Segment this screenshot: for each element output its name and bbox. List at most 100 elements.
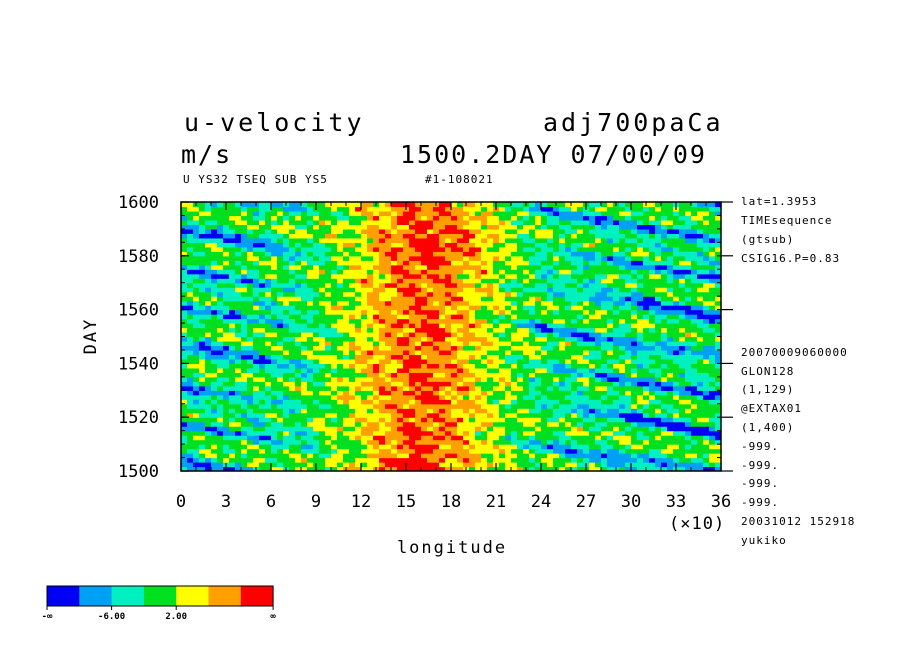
- colorbar-swatch: [47, 586, 80, 606]
- heatmap-cell: [673, 287, 686, 293]
- heatmap-cell: [289, 228, 296, 234]
- heatmap-cell: [241, 278, 254, 284]
- heatmap-cell: [379, 399, 410, 405]
- heatmap-cell: [391, 417, 398, 423]
- heatmap-cell: [361, 327, 368, 333]
- heatmap-cell: [409, 237, 440, 243]
- heatmap-cell: [223, 224, 230, 230]
- heatmap-cell: [205, 264, 212, 270]
- heatmap-cell: [631, 210, 644, 217]
- heatmap-cell: [199, 412, 224, 418]
- heatmap-cell: [619, 394, 632, 400]
- heatmap-cell: [529, 309, 536, 315]
- heatmap-cell: [535, 394, 542, 400]
- heatmap-cell: [217, 336, 242, 342]
- heatmap-cell: [367, 278, 374, 284]
- heatmap-cell: [301, 246, 332, 252]
- heatmap-cell: [517, 224, 524, 230]
- heatmap-cell: [391, 412, 404, 418]
- info-line: -999.: [741, 459, 780, 472]
- heatmap-cell: [211, 228, 218, 234]
- heatmap-cell: [493, 305, 500, 311]
- heatmap-cell: [703, 390, 710, 396]
- heatmap-cell: [367, 349, 374, 356]
- heatmap-cell: [325, 251, 344, 257]
- heatmap-cell: [517, 376, 524, 382]
- heatmap-cell: [235, 282, 248, 288]
- heatmap-cell: [661, 354, 704, 360]
- heatmap-cell: [667, 224, 674, 230]
- heatmap-cell: [289, 237, 308, 243]
- heatmap-cell: [499, 215, 512, 221]
- heatmap-cell: [457, 363, 464, 369]
- heatmap-cell: [577, 403, 590, 409]
- heatmap-cell: [325, 340, 332, 347]
- heatmap-cell: [427, 426, 434, 432]
- heatmap-cell: [181, 367, 200, 373]
- heatmap-cell: [187, 403, 212, 409]
- heatmap-cell: [277, 314, 290, 320]
- heatmap-cell: [355, 394, 362, 400]
- heatmap-cell: [355, 417, 368, 423]
- heatmap-cell: [589, 385, 596, 391]
- heatmap-cell: [253, 251, 266, 257]
- heatmap-cell: [223, 444, 230, 450]
- heatmap-cell: [685, 300, 704, 306]
- heatmap-cell: [601, 394, 608, 400]
- heatmap-cell: [247, 264, 272, 270]
- heatmap-cell: [643, 237, 662, 243]
- heatmap-cell: [283, 242, 290, 248]
- info-line: CSIG16.P=0.83: [741, 252, 841, 265]
- heatmap-cell: [385, 323, 392, 329]
- heatmap-cell: [373, 403, 386, 409]
- heatmap-cell: [475, 385, 482, 391]
- heatmap-cell: [415, 323, 422, 329]
- heatmap-cell: [367, 224, 380, 230]
- heatmap-cell: [583, 215, 590, 221]
- heatmap-cell: [337, 269, 344, 275]
- heatmap-cell: [511, 202, 524, 208]
- heatmap-cell: [277, 448, 284, 454]
- heatmap-cell: [181, 430, 206, 436]
- heatmap-cell: [211, 332, 224, 338]
- heatmap-cell: [409, 417, 416, 423]
- heatmap-cell: [433, 278, 452, 284]
- heatmap-cell: [331, 219, 338, 226]
- heatmap-cell: [487, 336, 500, 342]
- heatmap-cell: [553, 412, 566, 418]
- x-tick-label: 27: [576, 492, 596, 512]
- heatmap-cell: [661, 462, 668, 468]
- heatmap-cell: [469, 340, 482, 347]
- heatmap-cell: [313, 287, 320, 293]
- heatmap-cell: [421, 417, 428, 423]
- heatmap-cell: [571, 340, 578, 347]
- heatmap-cell: [541, 246, 554, 252]
- heatmap-cell: [589, 300, 596, 306]
- heatmap-cell: [427, 215, 434, 221]
- heatmap-cell: [607, 376, 620, 382]
- heatmap-cell: [667, 327, 680, 333]
- info-line: -999.: [741, 477, 780, 490]
- heatmap-cell: [307, 462, 314, 468]
- heatmap-cell: [319, 273, 332, 279]
- heatmap-cell: [289, 376, 296, 382]
- heatmap-cell: [475, 372, 512, 378]
- heatmap-cell: [463, 287, 476, 293]
- heatmap-cell: [595, 376, 602, 382]
- heatmap-cell: [181, 336, 188, 342]
- heatmap-cell: [283, 340, 296, 347]
- heatmap-cell: [229, 408, 236, 414]
- heatmap-cell: [397, 210, 404, 217]
- heatmap-cell: [235, 448, 242, 454]
- heatmap-cell: [361, 242, 368, 248]
- heatmap-cell: [625, 332, 638, 338]
- heatmap-cell: [385, 237, 410, 243]
- heatmap-cell: [511, 300, 518, 306]
- heatmap-cell: [607, 309, 614, 315]
- heatmap-cell: [205, 358, 212, 364]
- heatmap-cell: [481, 457, 488, 463]
- heatmap-cell: [277, 430, 284, 436]
- heatmap-cell: [505, 394, 518, 400]
- heatmap-cell: [607, 394, 620, 400]
